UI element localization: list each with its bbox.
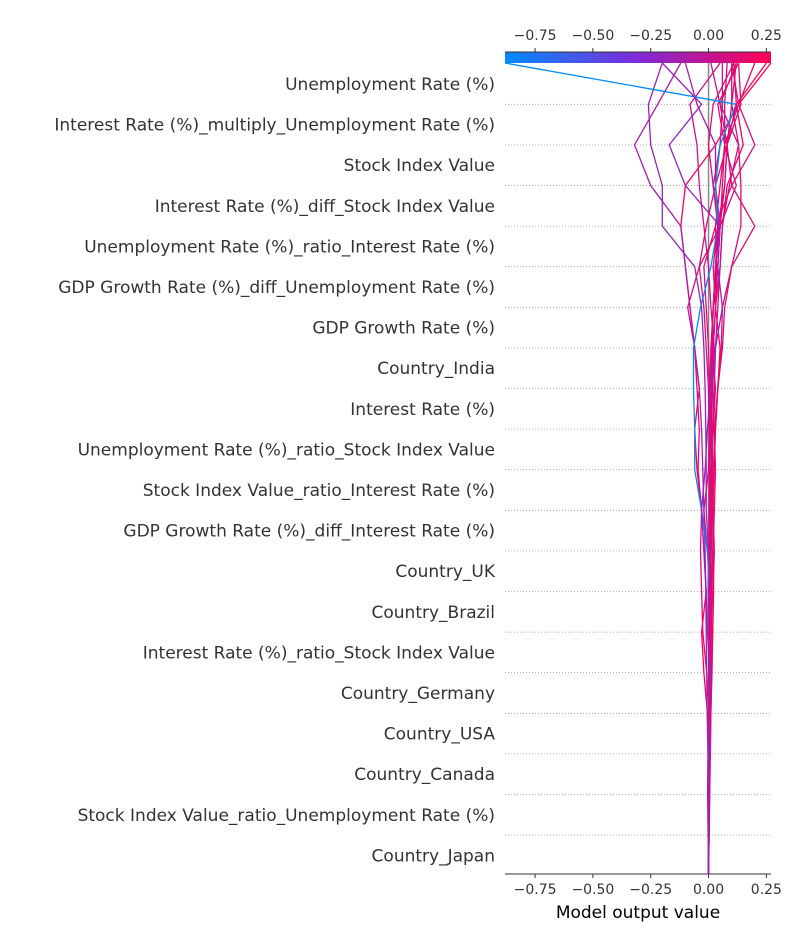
- top-tick-label: 0.00: [693, 28, 724, 44]
- bottom-tick-label: −0.50: [571, 882, 614, 898]
- bottom-x-axis: −0.75 −0.50 −0.25 0.00 0.25: [505, 873, 782, 898]
- top-tick-label: −0.50: [571, 28, 614, 44]
- feature-label: Interest Rate (%)_diff_Stock Index Value: [155, 197, 495, 217]
- feature-label: Country_Canada: [354, 765, 495, 785]
- bottom-tick-label: 0.25: [751, 882, 782, 898]
- feature-label: GDP Growth Rate (%)_diff_Interest Rate (…: [123, 522, 495, 542]
- feature-label: GDP Growth Rate (%): [312, 319, 495, 339]
- feature-label: Interest Rate (%): [350, 400, 495, 420]
- top-tick-label: −0.25: [629, 28, 672, 44]
- top-tick-label: 0.25: [751, 28, 782, 44]
- series-line: [707, 62, 767, 875]
- feature-label: Stock Index Value_ratio_Interest Rate (%…: [143, 481, 495, 501]
- colorbar: [505, 52, 771, 63]
- top-tick-label: −0.75: [514, 28, 557, 44]
- feature-label: Country_India: [377, 359, 495, 379]
- top-x-axis: −0.75 −0.50 −0.25 0.00 0.25: [505, 28, 782, 53]
- series-line: [633, 62, 710, 875]
- series-lines: [504, 62, 772, 875]
- series-line: [661, 62, 724, 875]
- series-line: [647, 62, 710, 875]
- feature-label: Interest Rate (%)_ratio_Stock Index Valu…: [143, 643, 495, 663]
- feature-label: Interest Rate (%)_multiply_Unemployment …: [54, 116, 495, 136]
- feature-label: Country_Germany: [341, 684, 495, 704]
- bottom-tick-label: −0.75: [514, 882, 557, 898]
- feature-label: Unemployment Rate (%)_ratio_Stock Index …: [78, 440, 495, 460]
- row-gridlines: [505, 103, 771, 836]
- feature-label: Country_UK: [395, 562, 495, 582]
- bottom-tick-label: −0.25: [629, 882, 672, 898]
- feature-label: Stock Index Value_ratio_Unemployment Rat…: [78, 806, 495, 826]
- feature-label: Country_Brazil: [372, 603, 495, 623]
- feature-label: Unemployment Rate (%): [285, 75, 495, 95]
- series-line: [504, 62, 738, 874]
- feature-label: Country_USA: [384, 725, 496, 745]
- feature-labels: Unemployment Rate (%) Interest Rate (%)_m…: [54, 75, 495, 866]
- feature-label: Stock Index Value: [344, 156, 495, 176]
- colorbar-gradient: [505, 52, 771, 63]
- feature-label: Unemployment Rate (%)_ratio_Interest Rat…: [84, 237, 495, 257]
- x-axis-label: Model output value: [556, 903, 720, 923]
- bottom-tick-label: 0.00: [693, 882, 724, 898]
- feature-label: Country_Japan: [372, 846, 495, 866]
- feature-label: GDP Growth Rate (%)_diff_Unemployment Ra…: [58, 278, 495, 298]
